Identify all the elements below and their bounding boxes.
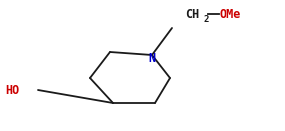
Text: 2: 2 (203, 15, 208, 23)
Text: HO: HO (5, 83, 19, 97)
Text: OMe: OMe (220, 7, 241, 20)
Text: CH: CH (185, 7, 199, 20)
Text: N: N (148, 51, 156, 64)
